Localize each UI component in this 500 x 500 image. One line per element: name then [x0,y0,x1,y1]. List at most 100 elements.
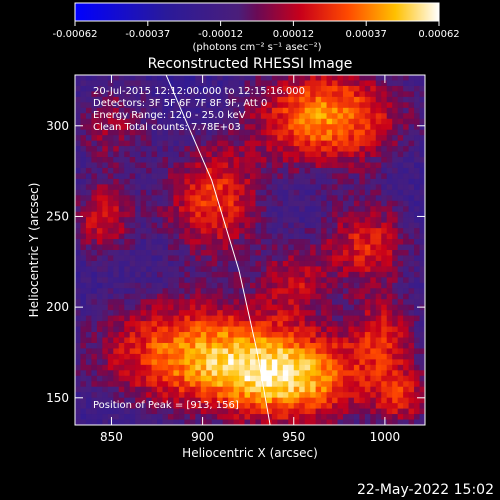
heatmap-cell [233,315,240,322]
heatmap-cell [184,107,191,114]
heatmap-cell [255,96,262,103]
heatmap-cell [375,310,382,317]
heatmap-cell [255,310,262,317]
heatmap-cell [419,353,425,360]
heatmap-cell [337,189,344,196]
heatmap-cell [250,211,256,218]
heatmap-cell [359,178,366,185]
heatmap-cell [146,266,152,273]
heatmap-cell [167,375,174,382]
heatmap-cell [326,375,333,382]
heatmap-cell [271,348,278,355]
heatmap-cell [157,310,163,317]
heatmap-cell [375,250,382,256]
heatmap-cell [419,113,425,120]
heatmap-cell [403,337,409,344]
heatmap-cell [277,370,284,377]
heatmap-cell [228,239,234,245]
heatmap-cell [310,206,317,213]
heatmap-cell [288,359,295,366]
heatmap-cell [403,342,409,349]
heatmap-cell [419,266,425,273]
heatmap-cell [348,157,355,163]
heatmap-cell [118,85,125,92]
heatmap-cell [282,337,289,344]
heatmap-cell [178,408,185,415]
heatmap-cell [195,151,202,158]
heatmap-cell [195,266,202,273]
heatmap-cell [162,408,169,415]
heatmap-cell [85,386,92,393]
heatmap-cell [326,80,333,87]
heatmap-cell [200,124,207,131]
heatmap-cell [189,332,196,338]
heatmap-cell [260,151,267,158]
heatmap-cell [386,173,393,180]
heatmap-cell [304,364,311,371]
heatmap-cell [217,129,224,136]
heatmap-cell [124,392,131,399]
heatmap-cell [91,408,98,415]
heatmap-cell [173,135,180,142]
heatmap-cell [293,157,300,163]
heatmap-cell [217,299,224,306]
heatmap-cell [414,348,420,355]
heatmap-cell [80,386,87,393]
heatmap-cell [222,151,229,158]
heatmap-cell [107,282,114,289]
heatmap-cell [222,304,229,311]
heatmap-cell [157,140,163,147]
heatmap-cell [167,113,174,120]
heatmap-cell [135,353,142,360]
heatmap-cell [157,386,163,393]
heatmap-cell [359,200,366,207]
heatmap-cell [124,162,131,169]
heatmap-cell [277,151,284,158]
heatmap-cell [332,217,338,224]
heatmap-cell [85,299,92,306]
heatmap-cell [250,75,256,81]
heatmap-cell [184,135,191,142]
heatmap-cell [304,102,311,109]
heatmap-cell [397,85,404,92]
heatmap-cell [370,277,377,284]
heatmap-cell [75,260,81,267]
heatmap-cell [255,414,262,420]
heatmap-cell [151,370,158,377]
heatmap-cell [206,239,213,245]
heatmap-cell [146,167,152,174]
heatmap-cell [189,414,196,420]
heatmap-cell [310,266,317,273]
heatmap-cell [392,364,399,371]
heatmap-cell [211,255,218,262]
heatmap-cell [129,359,136,366]
heatmap-cell [135,315,142,322]
heatmap-cell [332,91,338,98]
heatmap-cell [124,353,131,360]
heatmap-cell [250,260,256,267]
heatmap-cell [178,397,185,404]
heatmap-cell [200,75,207,81]
heatmap-cell [233,75,240,81]
heatmap-cell [75,348,81,355]
heatmap-cell [217,157,224,163]
heatmap-cell [359,91,366,98]
heatmap-cell [107,337,114,344]
heatmap-cell [140,260,147,267]
heatmap-cell [157,381,163,388]
heatmap-cell [80,96,87,103]
heatmap-cell [211,342,218,349]
heatmap-cell [239,293,245,300]
heatmap-cell [397,222,404,229]
heatmap-cell [162,250,169,256]
heatmap-cell [102,233,109,240]
heatmap-cell [408,321,415,327]
heatmap-cell [359,293,366,300]
heatmap-cell [299,85,306,92]
heatmap-cell [277,96,284,103]
heatmap-cell [266,135,273,142]
heatmap-cell [222,135,229,142]
heatmap-cell [321,414,327,420]
heatmap-cell [260,222,267,229]
heatmap-cell [326,195,333,202]
